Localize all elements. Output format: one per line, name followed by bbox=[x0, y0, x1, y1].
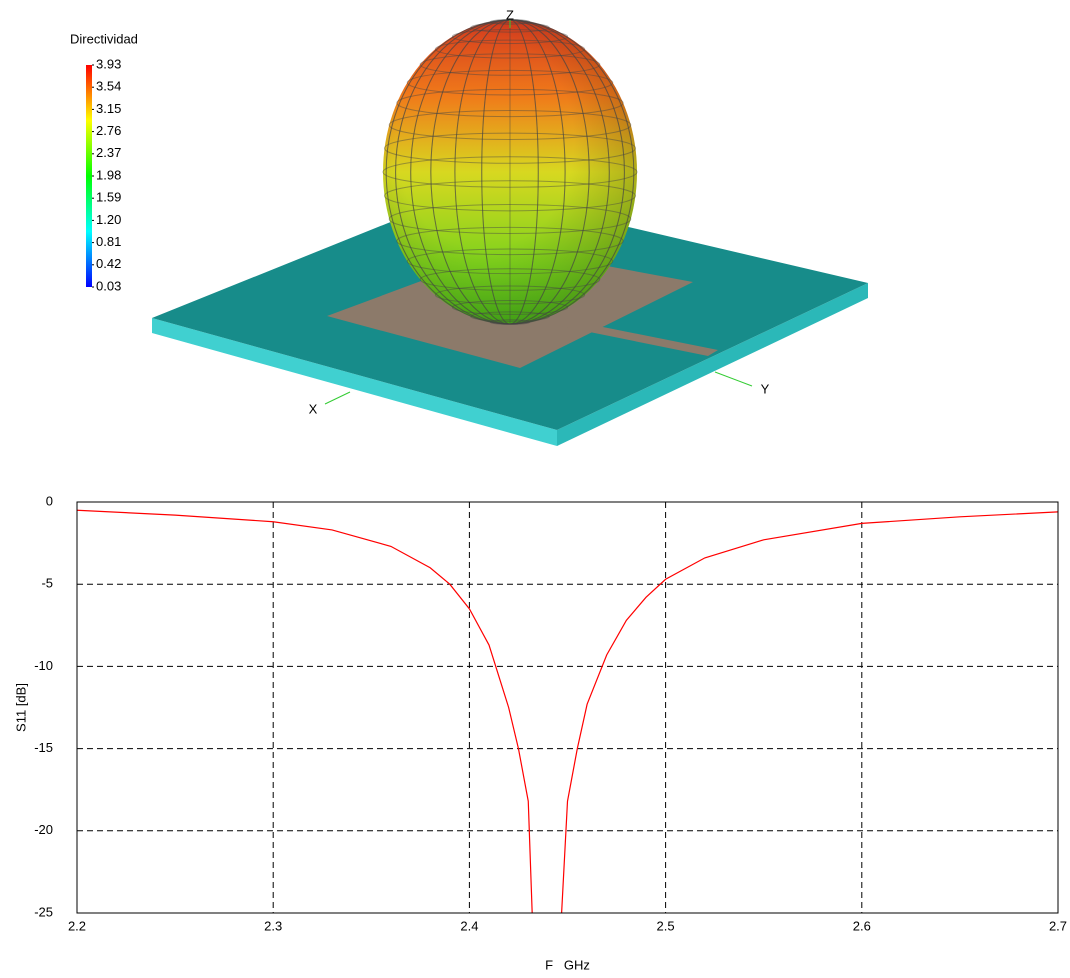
colorbar-tick-label: 2.76 bbox=[96, 123, 121, 138]
colorbar-tick-label: 3.93 bbox=[96, 56, 121, 71]
x-tick-label: 2.4 bbox=[460, 918, 478, 933]
y-tick-label: -15 bbox=[34, 740, 53, 755]
axis-label-3d: Y bbox=[761, 381, 770, 396]
colorbar-tick-label: 0.42 bbox=[96, 256, 121, 271]
x-tick-label: 2.5 bbox=[657, 918, 675, 933]
colorbar-tick-label: 3.54 bbox=[96, 79, 121, 94]
y-axis-line bbox=[714, 371, 753, 387]
x-tick-label: 2.7 bbox=[1049, 918, 1067, 933]
feed-line bbox=[540, 316, 718, 356]
lobe-shade bbox=[383, 20, 637, 324]
mesh-parallel bbox=[434, 285, 586, 305]
board-edge bbox=[152, 318, 557, 446]
mesh-parallel bbox=[489, 319, 531, 326]
series-line bbox=[77, 509, 1058, 913]
colorbar bbox=[86, 65, 92, 287]
scene-3d bbox=[152, 18, 868, 446]
mesh-parallel bbox=[396, 226, 624, 256]
x-tick-label: 2.6 bbox=[853, 918, 871, 933]
mesh-parallel bbox=[388, 110, 632, 141]
colorbar-tick-label: 0.03 bbox=[96, 278, 121, 293]
axis-label-3d: X bbox=[309, 401, 318, 416]
colorbar-tick-label: 3.15 bbox=[96, 101, 121, 116]
colorbar-tick-label: 1.98 bbox=[96, 167, 121, 182]
mesh-parallel bbox=[406, 69, 614, 96]
x-axis-label: F GHz bbox=[545, 957, 590, 972]
axis-label-3d: Z bbox=[506, 7, 514, 22]
y-tick-label: -20 bbox=[34, 822, 53, 837]
y-tick-label: 0 bbox=[46, 493, 53, 508]
mesh-parallel bbox=[434, 39, 586, 59]
x-axis-line bbox=[324, 391, 351, 405]
y-tick-label: -5 bbox=[41, 576, 53, 591]
mesh-parallel bbox=[382, 156, 638, 188]
x-tick-label: 2.2 bbox=[68, 918, 86, 933]
mesh-parallel bbox=[406, 248, 614, 275]
colorbar-tick-label: 0.81 bbox=[96, 234, 121, 249]
mesh-parallel bbox=[451, 300, 569, 315]
mesh-parallel bbox=[384, 180, 636, 212]
mesh-parallel bbox=[388, 203, 632, 234]
mesh-parallel bbox=[451, 29, 569, 44]
mesh-parallel bbox=[419, 268, 601, 291]
colorbar-tick-label: 1.59 bbox=[96, 190, 121, 205]
colorbar-tick-label: 2.37 bbox=[96, 145, 121, 160]
plot-frame bbox=[76, 501, 1059, 914]
colorbar-title: Directividad bbox=[70, 31, 138, 46]
mesh-parallel bbox=[470, 311, 550, 322]
y-axis-label: S11 [dB] bbox=[13, 683, 28, 732]
plot-area bbox=[77, 502, 1058, 913]
mesh-parallel bbox=[396, 88, 624, 118]
y-tick-label: -10 bbox=[34, 658, 53, 673]
board-edge bbox=[557, 283, 868, 446]
colorbar-tick-label: 1.20 bbox=[96, 212, 121, 227]
mesh-parallel bbox=[419, 53, 601, 76]
x-tick-label: 2.3 bbox=[264, 918, 282, 933]
y-tick-label: -25 bbox=[34, 904, 53, 919]
mesh-parallel bbox=[384, 132, 636, 164]
